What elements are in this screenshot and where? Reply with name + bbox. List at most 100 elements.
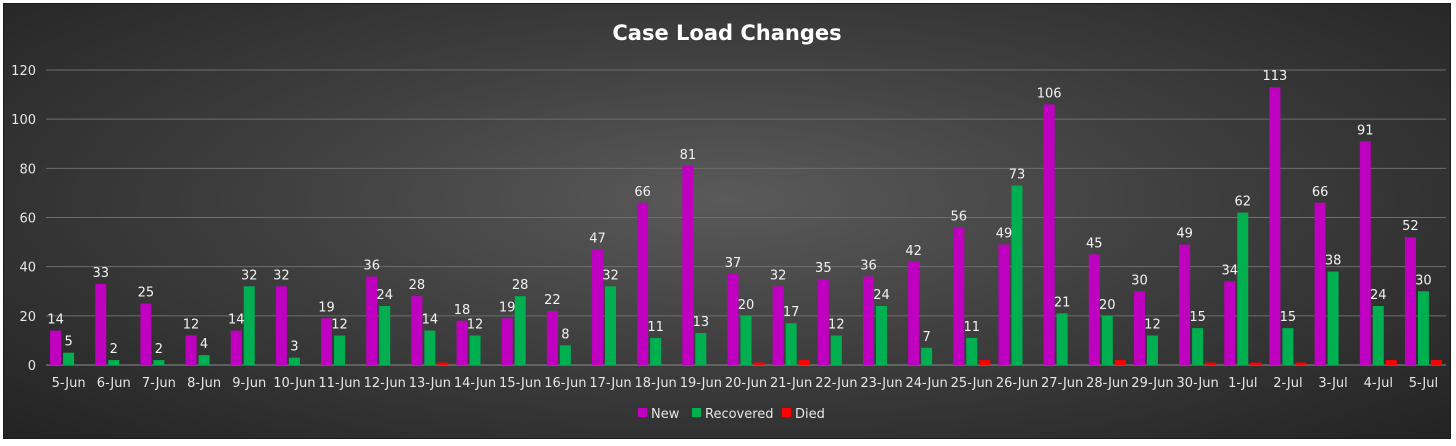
data-label-recovered: 12 [1144,318,1161,333]
bar-new [1404,237,1416,365]
bar-recovered [785,323,797,365]
bar-new [817,278,829,365]
bar-recovered [288,357,300,365]
bar-recovered [153,360,165,365]
bar-died [753,362,765,365]
bar-recovered [379,306,391,365]
bars [50,87,1442,366]
data-label-new: 52 [1402,219,1419,234]
data-label-new: 45 [1086,236,1103,251]
data-label-new: 66 [1312,185,1329,200]
bar-new [1133,291,1145,365]
bar-recovered [1372,306,1384,365]
data-label-new: 106 [1037,86,1062,101]
bar-new [637,202,649,365]
x-tick-label: 13-Jun [409,376,451,391]
data-label-new: 33 [92,266,109,281]
data-label-recovered: 15 [1280,310,1297,325]
data-label-new: 47 [589,231,606,246]
x-tick-label: 9-Jun [232,376,266,391]
legend-swatch-died [782,408,791,417]
bar-new [953,227,965,365]
bar-died [437,362,449,365]
data-label-recovered: 38 [1325,254,1342,269]
bar-new [1088,254,1100,365]
data-label-new: 56 [951,209,968,224]
x-tick-label: 8-Jun [187,376,221,391]
y-tick-label: 100 [11,113,36,128]
data-label-new: 49 [996,227,1013,242]
data-label-new: 14 [47,313,64,328]
bar-recovered [1056,313,1068,365]
bar-recovered [514,296,526,365]
bar-recovered [1417,291,1429,365]
data-label-new: 22 [544,293,561,308]
data-label-recovered: 73 [1009,168,1026,183]
x-tick-label: 15-Jun [499,376,541,391]
bar-recovered [740,315,752,365]
data-label-new: 113 [1263,69,1288,84]
data-label-recovered: 8 [561,327,569,342]
legend-swatch-recovered [692,408,701,417]
bar-recovered [966,337,978,365]
data-label-recovered: 4 [200,337,208,352]
legend: New Recovered Died [638,407,825,422]
data-label-new: 19 [499,300,516,315]
x-tick-label: 24-Jun [906,376,948,391]
data-label-recovered: 2 [110,342,118,357]
bar-recovered [243,286,255,365]
bar-recovered [695,333,707,365]
bar-died [1385,360,1397,365]
bar-new [230,330,242,365]
data-label-new: 28 [409,278,426,293]
x-tick-label: 3-Jul [1318,376,1347,391]
bar-new [366,276,378,365]
data-label-new: 19 [318,300,335,315]
y-tick-label: 80 [19,162,36,177]
x-tick-label: 10-Jun [273,376,315,391]
bar-recovered [108,360,120,365]
data-label-recovered: 3 [290,340,298,355]
bar-new [95,283,107,365]
bar-new [411,296,423,365]
x-tick-label: 5-Jun [52,376,86,391]
data-label-new: 14 [228,313,245,328]
bar-died [979,360,991,365]
data-label-new: 37 [725,256,742,271]
x-tick-label: 12-Jun [364,376,406,391]
bar-new [1179,244,1191,365]
data-label-recovered: 2 [155,342,163,357]
data-label-recovered: 14 [422,313,439,328]
bar-new [275,286,287,365]
x-tick-label: 26-Jun [996,376,1038,391]
x-tick-label: 14-Jun [454,376,496,391]
y-axis-ticks: 0 20 40 60 80 100 120 [11,64,36,374]
data-label-recovered: 7 [923,330,931,345]
data-label-new: 42 [905,244,922,259]
bar-died [1250,362,1262,365]
bar-died [1430,360,1442,365]
data-label-recovered: 12 [467,318,484,333]
x-tick-label: 27-Jun [1041,376,1083,391]
bar-died [1295,362,1307,365]
data-label-recovered: 11 [647,320,664,335]
bar-died [1205,362,1217,365]
bar-new [1224,281,1236,365]
x-tick-label: 6-Jun [97,376,131,391]
bar-new [50,330,62,365]
x-tick-label: 17-Jun [589,376,631,391]
data-label-recovered: 24 [873,288,890,303]
data-label-new: 30 [1131,273,1148,288]
data-label-new: 34 [1222,263,1239,278]
bar-new [862,276,874,365]
x-tick-label: 18-Jun [635,376,677,391]
bar-recovered [424,330,436,365]
data-label-recovered: 62 [1235,195,1252,210]
bar-recovered [198,355,210,365]
data-label-recovered: 11 [964,320,981,335]
y-tick-label: 20 [19,310,36,325]
bar-recovered [334,335,346,365]
data-label-recovered: 5 [64,335,72,350]
data-label-recovered: 12 [828,318,845,333]
bar-new [772,286,784,365]
